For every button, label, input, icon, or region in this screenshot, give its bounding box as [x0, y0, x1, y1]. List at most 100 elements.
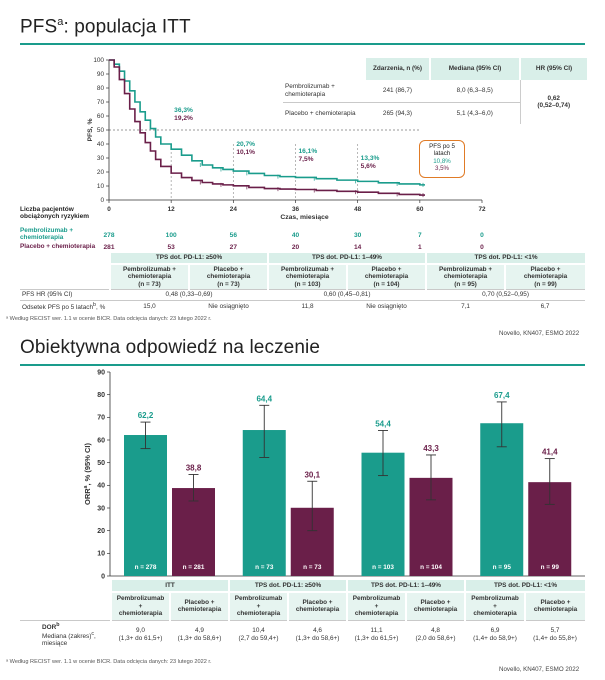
bottom-footnote: ᵃ Według RECIST wer. 1.1 w ocenie BICR. … [6, 659, 212, 665]
hr-row-arm-placebo: Placebo + chemioterapia [283, 101, 365, 124]
row-pfs-hr-label: PFS HR (95% CI) [20, 289, 110, 301]
hr-ci: (0,52–0,74) [537, 102, 571, 109]
km-annotation-teal: 16,1% [299, 148, 318, 155]
km-y-tick-label: 100 [93, 57, 104, 64]
orr-group-1-49: TPS dot. PD-L1: 1–49% [346, 580, 466, 592]
callout-label-2: latach [433, 150, 451, 158]
subgroup-header-1-49: TPS dot. PD-L1: 1–49% [267, 253, 427, 264]
hr-header-events: Zdarzenia, n (%) [364, 58, 430, 80]
dor-value: 9,0 (1,3+ do 61,5+) [111, 619, 170, 649]
risk-arm-placebo: Placebo + chemioterapia [20, 243, 96, 250]
km-x-tick-label: 48 [354, 206, 362, 213]
km-y-tick-label: 10 [97, 183, 105, 190]
dor-value: 10,4 (2,7 do 59,4+) [229, 619, 288, 649]
km-x-tick-label: 72 [478, 206, 486, 213]
hr-row-events-placebo: 265 (94,3) [365, 101, 430, 124]
row-pfs5-value: 15,0 [110, 300, 189, 313]
orr-bar-chart: 0 10 20 30 40 50 60 70 80 90 ORRa, % (95% CI) 62,2 n… [83, 369, 585, 580]
orr-n-label: n = 103 [372, 564, 394, 571]
risk-value-placebo: 0 [480, 244, 484, 251]
subgroup-header-ge50: TPS dot. PD-L1: ≥50% [108, 253, 269, 264]
risk-row-placebo: 281 53 27 20 14 1 0 [103, 244, 484, 251]
km-annotation-maroon: 7,5% [299, 156, 314, 163]
subgroup-arm-header: Pembrolizumab + chemioterapia (n = 95) [425, 263, 506, 290]
row-pfs5-value: 6,7 [505, 300, 586, 313]
orr-arm-header-placebo: Placebo + chemioterapia [524, 591, 586, 620]
orr-y-tick-label: 10 [97, 551, 105, 558]
orr-value-label: 30,1 [304, 470, 320, 479]
orr-n-label: n = 73 [303, 564, 322, 571]
dor-value: 6,9 (1,4+ do 58,9+) [465, 619, 526, 649]
dor-value: 5,7 (1,4+ do 55,8+) [525, 619, 586, 649]
row-pfs5-value: 7,1 [426, 300, 506, 313]
hr-row-median-placebo: 5,1 (4,3–6,0) [430, 101, 520, 124]
orr-n-label: n = 99 [541, 564, 560, 571]
dor-label: DORb Mediana (zakres)c, miesiące [20, 619, 111, 649]
orr-group-lt1: TPS dot. PD-L1: <1% [464, 580, 586, 592]
orr-value-label: 38,8 [186, 463, 202, 472]
subgroup-arm-header: Pembrolizumab + chemioterapia (n = 103) [267, 263, 348, 290]
risk-value-pembro: 100 [166, 232, 177, 239]
dor-value: 4,8 (2,0 do 58,6+) [406, 619, 466, 649]
dor-value: 11,1 (1,3+ do 61,5+) [347, 619, 407, 649]
risk-title: Liczba pacjentów obciążonych ryzykiem [20, 206, 89, 221]
hr-row-arm-pembro: Pembrolizumab + chemioterapia [285, 83, 335, 98]
km-curve-pembro [109, 59, 426, 186]
km-x-tick-label: 24 [230, 206, 238, 213]
km-y-tick-label: 70 [97, 99, 105, 106]
dor-value: 4,6 (1,3+ do 58,6+) [288, 619, 348, 649]
hr-table: Zdarzenia, n (%) Mediana (95% CI) HR (95… [283, 58, 587, 124]
title-divider [20, 43, 585, 45]
callout-label-1: PFS po 5 [429, 143, 455, 150]
subgroup-header-lt1: TPS dot. PD-L1: <1% [425, 253, 586, 264]
orr-title: Obiektywna odpowiedź na leczenie [20, 337, 320, 358]
risk-value-placebo: 1 [418, 244, 422, 251]
km-annotation-teal: 13,3% [361, 155, 380, 162]
callout-teal-value: 10,8% [433, 157, 451, 165]
risk-value-pembro: 40 [292, 232, 300, 239]
risk-value-pembro: 0 [480, 232, 484, 239]
row-pfs-hr-1-49: 0,60 (0,45–0,81) [268, 289, 427, 301]
subgroup-arm-header: Placebo + chemioterapia (n = 99) [504, 263, 586, 290]
risk-value-pembro: 278 [103, 232, 114, 239]
risk-value-placebo: 27 [230, 244, 238, 251]
risk-value-pembro: 30 [354, 232, 362, 239]
orr-n-label: n = 281 [183, 564, 205, 571]
row-pfs5-value: Nie osiągnięto [347, 300, 427, 313]
risk-value-placebo: 14 [354, 244, 362, 251]
row-pfs5-value: Nie osiągnięto [189, 300, 269, 313]
orr-n-label: n = 73 [255, 564, 274, 571]
km-annotation-maroon: 5,6% [361, 163, 376, 170]
km-y-tick-label: 50 [97, 127, 105, 134]
orr-y-label: ORRa, % (95% CI) [83, 443, 92, 505]
orr-bar-pembro [124, 435, 167, 576]
orr-value-label: 54,4 [375, 419, 391, 428]
orr-value-label: 41,4 [542, 448, 558, 457]
orr-y-tick-label: 40 [97, 483, 105, 490]
orr-n-label: n = 104 [420, 564, 442, 571]
km-x-tick-label: 36 [292, 206, 300, 213]
km-x-label: Czas, miesiące [280, 214, 329, 221]
risk-value-placebo: 53 [167, 244, 175, 251]
km-y-tick-label: 90 [97, 71, 105, 78]
risk-value-pembro: 7 [418, 232, 422, 239]
km-y-tick-label: 0 [100, 197, 104, 204]
pfs-5y-callout: PFS po 5 latach 10,8% 3,5% [419, 140, 465, 178]
orr-n-label: n = 95 [493, 564, 512, 571]
orr-bar-placebo [172, 488, 215, 576]
orr-group-ge50: TPS dot. PD-L1: ≥50% [227, 580, 348, 592]
row-pfs5-label: Odsetek PFS po 5 latachb, % [20, 300, 110, 313]
km-y-label: PFS, % [87, 118, 94, 141]
subgroup-table: TPS dot. PD-L1: ≥50% TPS dot. PD-L1: 1–4… [20, 253, 586, 313]
km-annotation-teal: 20,7% [236, 141, 255, 148]
orr-y-tick-label: 20 [97, 528, 105, 535]
km-annotation-maroon: 10,1% [236, 149, 255, 156]
km-y-tick-label: 80 [97, 85, 105, 92]
orr-y-tick-label: 30 [97, 505, 105, 512]
orr-n-label: n = 278 [135, 564, 157, 571]
km-y-tick-label: 30 [97, 155, 105, 162]
risk-value-placebo: 281 [103, 244, 114, 251]
risk-arm-pembro: Pembrolizumab + chemioterapia [20, 227, 74, 242]
orr-value-label: 67,4 [494, 391, 510, 400]
orr-title-divider [20, 364, 585, 366]
